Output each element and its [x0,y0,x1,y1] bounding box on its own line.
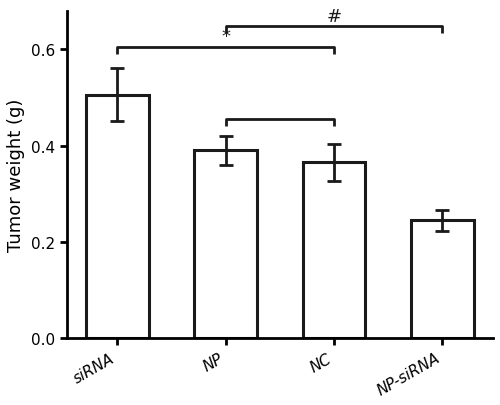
Text: *: * [221,28,230,46]
Bar [86,96,149,339]
Text: #: # [326,8,342,26]
Bar [194,151,257,339]
Y-axis label: Tumor weight (g): Tumor weight (g) [7,98,25,252]
Bar [302,163,366,339]
Bar [411,221,474,339]
